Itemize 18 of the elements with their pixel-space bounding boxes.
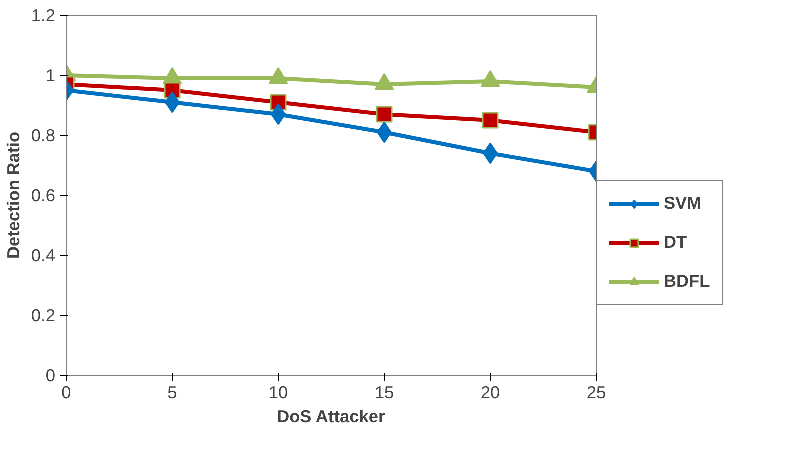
x-tick-label: 0 [62, 382, 72, 402]
x-tick-label: 25 [586, 382, 606, 402]
legend-label: SVM [664, 193, 702, 214]
y-tick-label: 1.2 [31, 6, 56, 26]
y-tick-label: 0.2 [31, 306, 56, 326]
y-tick-label: 1 [46, 66, 56, 86]
x-tick-label: 20 [480, 382, 500, 402]
x-tick-label: 15 [374, 382, 394, 402]
x-tick-label: 10 [268, 382, 288, 402]
legend-label: DT [664, 232, 688, 253]
y-tick-label: 0.8 [31, 126, 56, 146]
y-tick-label: 0.4 [31, 246, 56, 266]
x-tick-label: 5 [168, 382, 178, 402]
y-axis-title: Detection Ratio [3, 132, 24, 260]
legend-label: BDFL [664, 271, 710, 292]
y-tick-label: 0.6 [31, 186, 56, 206]
x-axis-title: DoS Attacker [277, 406, 386, 426]
y-tick-label: 0 [46, 366, 56, 386]
